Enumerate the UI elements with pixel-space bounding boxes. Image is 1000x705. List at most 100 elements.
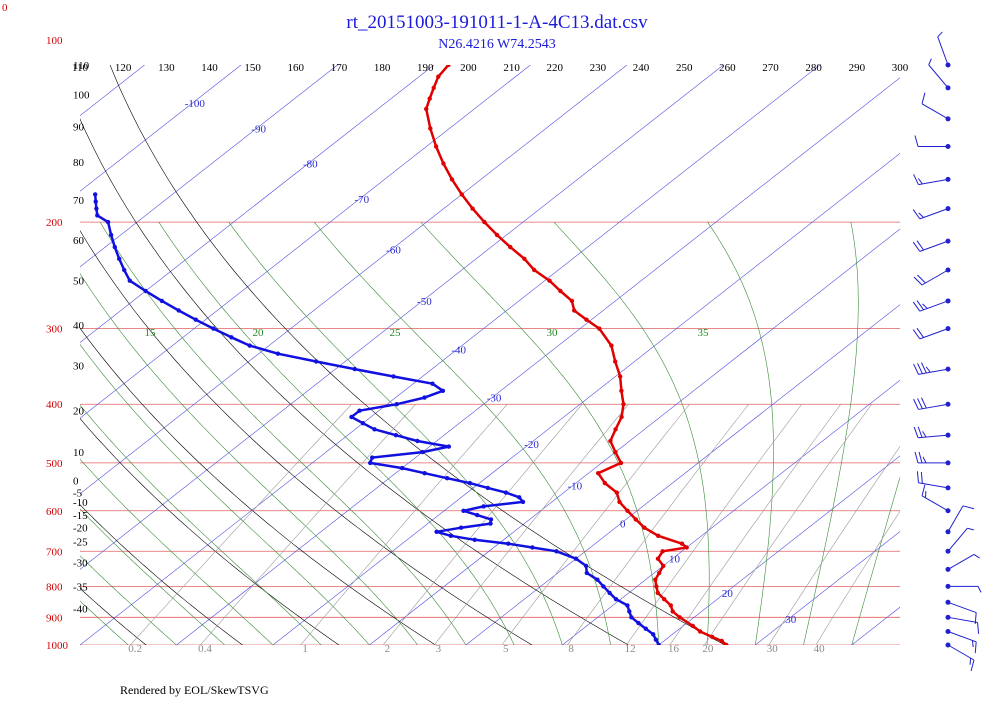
theta-tick-label: 140 — [201, 62, 218, 74]
chart-subtitle: N26.4216 W74.2543 — [438, 37, 556, 52]
temperature-point — [482, 220, 486, 224]
altitude-tick-label: 100 — [73, 89, 90, 101]
altitude-tick-label: 60 — [73, 235, 85, 247]
temperature-point — [613, 450, 617, 454]
mixing-ratio-tick-label: 1 — [302, 643, 308, 655]
dewpoint-point — [517, 495, 521, 499]
temperature-point — [619, 389, 623, 393]
moist-adiabat-line — [0, 222, 128, 645]
dewpoint-point — [657, 643, 661, 647]
wind-barb-staff — [948, 602, 976, 612]
dewpoint-point — [93, 192, 97, 196]
temperature-tick-label: -100 — [185, 98, 206, 110]
dewpoint-point — [445, 476, 449, 480]
altitude-tick-label: 80 — [73, 157, 85, 169]
theta-tick-label: 130 — [158, 62, 175, 74]
temperature-point — [424, 107, 428, 111]
wind-barb — [946, 643, 974, 672]
moist-adiabat-line — [554, 222, 709, 645]
temperature-tick-label: 30 — [785, 614, 797, 626]
wind-barb-staff — [922, 496, 948, 511]
dewpoint-point — [117, 257, 121, 261]
theta-tick-label: 160 — [288, 62, 305, 74]
temperature-tick-label: 20 — [722, 588, 734, 600]
wind-barb-staff — [920, 301, 948, 311]
isotherm-line — [273, 65, 1000, 645]
wind-barb-flag — [918, 398, 923, 408]
wind-barb-flag — [926, 367, 930, 372]
dewpoint-point — [521, 500, 525, 504]
dewpoint-point — [625, 603, 629, 607]
wind-barb-flag — [938, 32, 943, 37]
dewpoint-point — [468, 481, 472, 485]
wind-barb-staff — [922, 270, 948, 285]
temperature-point — [428, 96, 432, 100]
temperature-tick-label: -20 — [524, 439, 539, 451]
dewpoint-point — [422, 471, 426, 475]
temperature-point — [441, 161, 445, 165]
wind-barb-flag — [914, 174, 919, 184]
wind-barb-flag — [923, 457, 926, 463]
dewpoint-point — [391, 374, 395, 378]
dewpoint-point — [194, 318, 198, 322]
dewpoint-point — [449, 534, 453, 538]
temperature-tick-label: 0 — [620, 519, 626, 531]
dewpoint-point — [461, 509, 465, 513]
wind-barb — [913, 239, 950, 252]
altitude-tick-label: -30 — [73, 557, 88, 569]
dewpoint-point — [459, 526, 463, 530]
moist-adiabat-line — [0, 222, 80, 645]
wind-barb-flag — [918, 427, 922, 438]
wind-barb-staff — [922, 104, 948, 119]
wind-barb-flag — [917, 471, 918, 482]
temperature-point — [615, 490, 619, 494]
dry-adiabat-line — [0, 65, 435, 645]
wind-barbs — [913, 32, 981, 671]
wind-barb-staff — [920, 209, 948, 219]
mixing-ratio-line — [704, 404, 871, 645]
dewpoint-point — [122, 268, 126, 272]
temperature-point — [619, 415, 623, 419]
dewpoint-point — [585, 571, 589, 575]
dewpoint-point — [595, 578, 599, 582]
wind-barb-flag — [918, 363, 923, 373]
altitude-tick-label: 90 — [73, 121, 85, 133]
temperature-point — [436, 75, 440, 79]
altitude-tick-label: -40 — [73, 603, 88, 615]
theta-tick-label: 200 — [460, 62, 477, 74]
temperature-tick-label: -90 — [251, 123, 266, 135]
footer-credit: Rendered by EOL/SkewTSVG — [120, 683, 269, 697]
pressure-tick-label: 400 — [46, 399, 63, 411]
temperature-point — [660, 549, 664, 553]
wind-barb-staff — [918, 369, 948, 374]
wind-barb — [946, 629, 977, 653]
wind-barb — [915, 135, 951, 149]
wind-barb-flag — [921, 398, 926, 408]
dewpoint-point — [574, 557, 578, 561]
isotherm-line — [0, 65, 48, 645]
dewpoint-point — [368, 461, 372, 465]
theta-tick-label: 210 — [503, 62, 520, 74]
mixing-ratio-tick-label: 8 — [568, 643, 574, 655]
pressure-tick-label: 600 — [46, 506, 63, 518]
wind-barb-flag — [921, 363, 926, 373]
dewpoint-point — [473, 538, 477, 542]
mixing-ratio-tick-label: 3 — [436, 643, 442, 655]
temperature-point — [656, 534, 660, 538]
temperature-point — [596, 471, 600, 475]
temperature-point — [460, 192, 464, 196]
temperature-point — [671, 609, 675, 613]
dewpoint-point — [644, 627, 648, 631]
altitude-tick-label: 30 — [73, 360, 85, 372]
dewpoint-point — [486, 486, 490, 490]
wind-barb-flag — [975, 642, 976, 653]
wind-barb-flag — [922, 485, 925, 496]
temperature-point — [720, 639, 724, 643]
temperature-point — [621, 402, 625, 406]
mixing-ratio-tick-label: 12 — [625, 643, 636, 655]
dewpoint-point — [447, 444, 451, 448]
wind-barb — [914, 268, 951, 286]
temperature-point — [619, 461, 623, 465]
dewpoint-point — [160, 299, 164, 303]
